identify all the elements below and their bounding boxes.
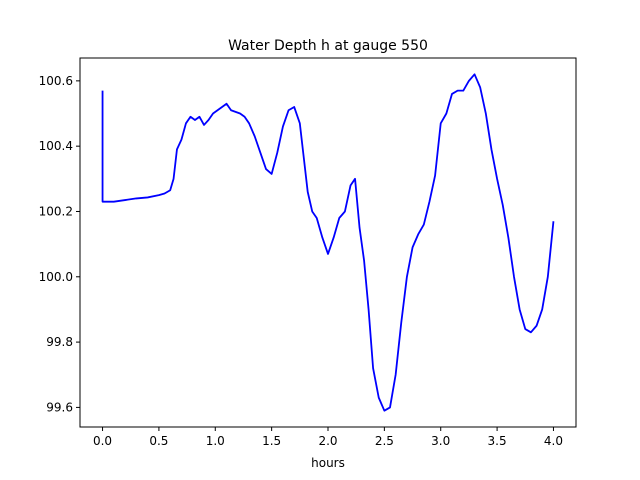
x-tick-label: 2.5 [375,434,394,448]
series-line-water-depth [101,73,555,412]
x-axis-title: hours [311,456,345,470]
x-tick-label: 1.0 [206,434,225,448]
x-tick-label: 2.0 [318,434,337,448]
y-tick-label: 99.8 [46,335,73,349]
y-tick-label: 100.6 [39,74,73,88]
y-tick-label: 100.2 [39,204,73,218]
x-tick-label: 1.5 [262,434,281,448]
y-axis: 99.6 99.8 100.0 100.2 100.4 100.6 [39,74,80,414]
x-tick-label: 3.0 [431,434,450,448]
y-tick-label: 100.0 [39,270,73,284]
x-tick-label: 0.5 [149,434,168,448]
y-tick-label: 99.6 [46,400,73,414]
y-tick-label: 100.4 [39,139,73,153]
chart-title: Water Depth h at gauge 550 [228,38,428,54]
x-axis: 0.0 0.5 1.0 1.5 2.0 2.5 3.0 3.5 4.0 [93,427,563,448]
x-tick-label: 3.5 [488,434,507,448]
x-tick-label: 0.0 [93,434,112,448]
x-tick-label: 4.0 [544,434,563,448]
